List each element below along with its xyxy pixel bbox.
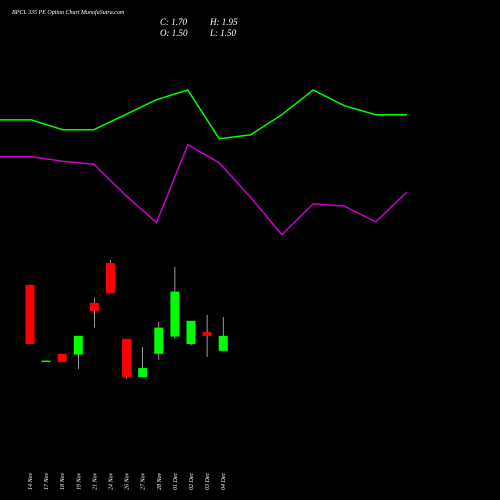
candle-body xyxy=(202,332,212,336)
candle-body xyxy=(41,360,51,363)
x-tick-label: 28 Nov xyxy=(157,472,163,490)
x-tick-label: 03 Dec xyxy=(205,473,211,490)
candle-body xyxy=(218,335,228,351)
candle-body xyxy=(73,335,83,355)
candle-body xyxy=(138,368,148,378)
candle-body xyxy=(154,327,164,354)
x-tick-label: 04 Dec xyxy=(220,473,227,490)
x-tick-label: 17 Nov xyxy=(44,472,50,490)
x-tick-label: 01 Dec xyxy=(173,473,179,490)
candle-body xyxy=(122,338,132,378)
x-tick-label: 19 Nov xyxy=(76,472,82,490)
close-label: C: 1.70 xyxy=(160,17,188,27)
x-tick-label: 24 Nov xyxy=(108,472,115,490)
indicator-line xyxy=(0,143,408,236)
x-tick-label: 18 Nov xyxy=(60,472,66,490)
candle-body xyxy=(89,302,99,312)
candle-body xyxy=(25,284,35,345)
indicator-line xyxy=(0,89,407,140)
candle-body xyxy=(106,263,115,294)
high-label: H: 1.95 xyxy=(209,17,238,27)
candle-body xyxy=(186,320,196,345)
low-label: L: 1.50 xyxy=(209,28,237,38)
candle-body xyxy=(170,291,180,337)
x-tick-label: 02 Dec xyxy=(189,473,195,490)
open-label: O: 1.50 xyxy=(160,28,188,38)
x-tick-label: 21 Nov xyxy=(92,472,98,490)
x-tick-label: 14 Nov xyxy=(27,472,34,490)
x-tick-label: 27 Nov xyxy=(141,472,147,490)
chart-title: BPCL 335 PE Option Chart MunafaSutra.com xyxy=(12,9,125,16)
x-tick-label: 26 Nov xyxy=(125,472,131,490)
candle-body xyxy=(57,353,67,363)
